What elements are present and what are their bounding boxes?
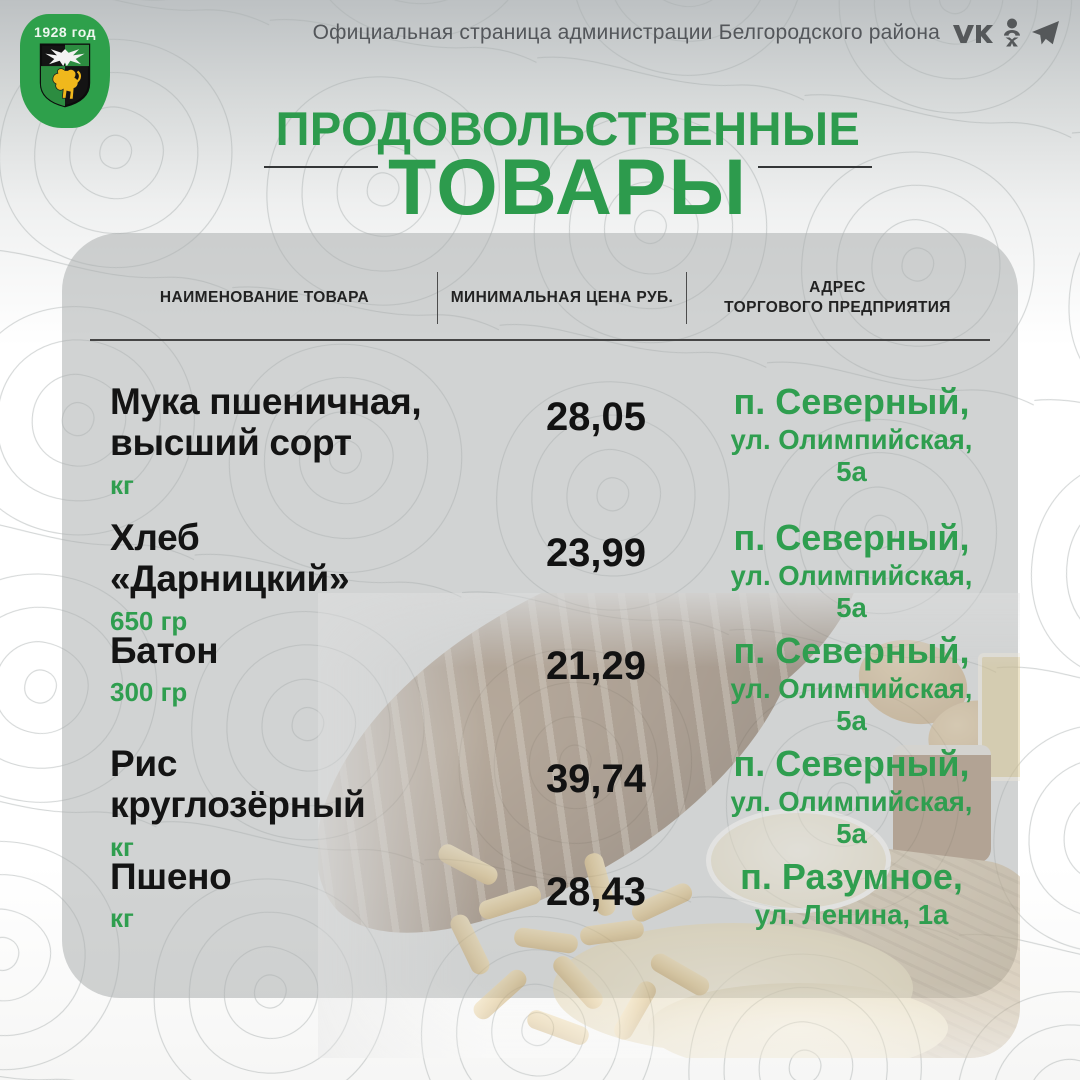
- price-cell: 23,99: [437, 517, 687, 637]
- address-street: ул. Олимпийская, 5а: [730, 672, 973, 736]
- jar: [893, 745, 991, 863]
- vk-icon[interactable]: [952, 20, 994, 46]
- product-cell: Хлеб «Дарницкий» 650 гр: [92, 517, 437, 637]
- topbar: Официальная страница администрации Белго…: [313, 18, 1060, 48]
- social-icons: [952, 18, 1060, 48]
- oat-flakes: [648, 983, 948, 1058]
- price-value: 39,74: [545, 757, 647, 801]
- title-left-dash: [264, 166, 379, 169]
- title-line2: ТОВАРЫ: [388, 142, 748, 232]
- price-table: НАИМЕНОВАНИЕ ТОВАРА МИНИМАЛЬНАЯ ЦЕНА РУБ…: [62, 233, 1018, 998]
- table-row: Пшено кг 28,43 п. Разумное, ул. Ленина, …: [92, 840, 988, 953]
- price-cell: 28,43: [437, 856, 687, 953]
- price-value: 28,05: [545, 395, 647, 439]
- address-street: ул. Олимпийская, 5а: [730, 423, 973, 487]
- district-logo: 1928 год: [20, 14, 110, 128]
- table-row: Мука пшеничная, высший сорт кг 28,05 п. …: [92, 365, 988, 501]
- page-title: ПРОДОВОЛЬСТВЕННЫЕ ТОВАРЫ: [56, 102, 1080, 232]
- header-min-price: МИНИМАЛЬНАЯ ЦЕНА РУБ.: [437, 272, 687, 324]
- official-page-label: Официальная страница администрации Белго…: [312, 21, 940, 44]
- product-unit: 650 гр: [110, 605, 188, 636]
- table-row: Хлеб «Дарницкий» 650 гр 23,99 п. Северны…: [92, 501, 988, 636]
- address-street: ул. Олимпийская, 5а: [730, 785, 973, 849]
- product-name: Батон: [110, 630, 219, 671]
- grain-glass: [978, 653, 1020, 781]
- price-cell: 21,29: [437, 630, 687, 737]
- product-cell: Мука пшеничная, высший сорт кг: [92, 381, 437, 501]
- product-unit: кг: [110, 903, 134, 934]
- product-name: Мука пшеничная, высший сорт: [110, 381, 422, 464]
- header-store-address: АДРЕС ТОРГОВОГО ПРЕДПРИЯТИЯ: [724, 278, 951, 316]
- table-body: Мука пшеничная, высший сорт кг 28,05 п. …: [62, 365, 1018, 953]
- header-divider-line: [90, 339, 990, 341]
- coat-of-arms-icon: [39, 43, 91, 108]
- price-cell: 28,05: [437, 381, 687, 501]
- table-row: Батон 300 гр 21,29 п. Северный, ул. Олим…: [92, 614, 988, 736]
- product-cell: Батон 300 гр: [92, 630, 437, 737]
- product-cell: Пшено кг: [92, 856, 437, 953]
- product-cell: Рис круглозёрный кг: [92, 743, 437, 863]
- address-street: ул. Ленина, 1а: [754, 898, 949, 930]
- price-value: 28,43: [545, 870, 647, 914]
- address-settlement: п. Северный,: [733, 517, 970, 558]
- table-header-row: НАИМЕНОВАНИЕ ТОВАРА МИНИМАЛЬНАЯ ЦЕНА РУБ…: [62, 233, 1018, 327]
- address-cell: п. Северный, ул. Олимпийская, 5а: [687, 517, 988, 637]
- telegram-icon[interactable]: [1030, 19, 1060, 47]
- product-name: Пшено: [110, 856, 232, 897]
- address-settlement: п. Северный,: [733, 743, 970, 784]
- header-product-name: НАИМЕНОВАНИЕ ТОВАРА: [159, 288, 370, 306]
- rice-bowl: [706, 808, 891, 913]
- price-cell: 39,74: [437, 743, 687, 863]
- address-cell: п. Разумное, ул. Ленина, 1а: [687, 856, 988, 953]
- price-value: 23,99: [545, 531, 647, 575]
- product-name: Рис круглозёрный: [110, 743, 366, 826]
- price-value: 21,29: [545, 644, 647, 688]
- photo-fade-overlay: [318, 593, 1020, 1058]
- table-row: Рис круглозёрный кг 39,74 п. Северный, у…: [92, 727, 988, 862]
- address-cell: п. Северный, ул. Олимпийская, 5а: [687, 743, 988, 863]
- product-unit: кг: [110, 469, 134, 500]
- product-unit: 300 гр: [110, 677, 188, 708]
- address-settlement: п. Северный,: [733, 630, 970, 671]
- product-name: Хлеб «Дарницкий»: [110, 517, 350, 600]
- address-cell: п. Северный, ул. Олимпийская, 5а: [687, 630, 988, 737]
- address-street: ул. Олимпийская, 5а: [730, 559, 973, 623]
- title-line1: ПРОДОВОЛЬСТВЕННЫЕ: [275, 102, 861, 155]
- logo-year-label: 1928 год: [34, 24, 96, 40]
- product-unit: кг: [110, 831, 134, 862]
- address-cell: п. Северный, ул. Олимпийская, 5а: [687, 381, 988, 501]
- address-settlement: п. Северный,: [733, 381, 970, 422]
- oat-flakes: [553, 923, 913, 1053]
- food-photo: [318, 593, 1020, 1058]
- odnoklassniki-icon[interactable]: [1002, 18, 1022, 48]
- address-settlement: п. Разумное,: [740, 856, 963, 897]
- title-right-dash: [757, 166, 872, 169]
